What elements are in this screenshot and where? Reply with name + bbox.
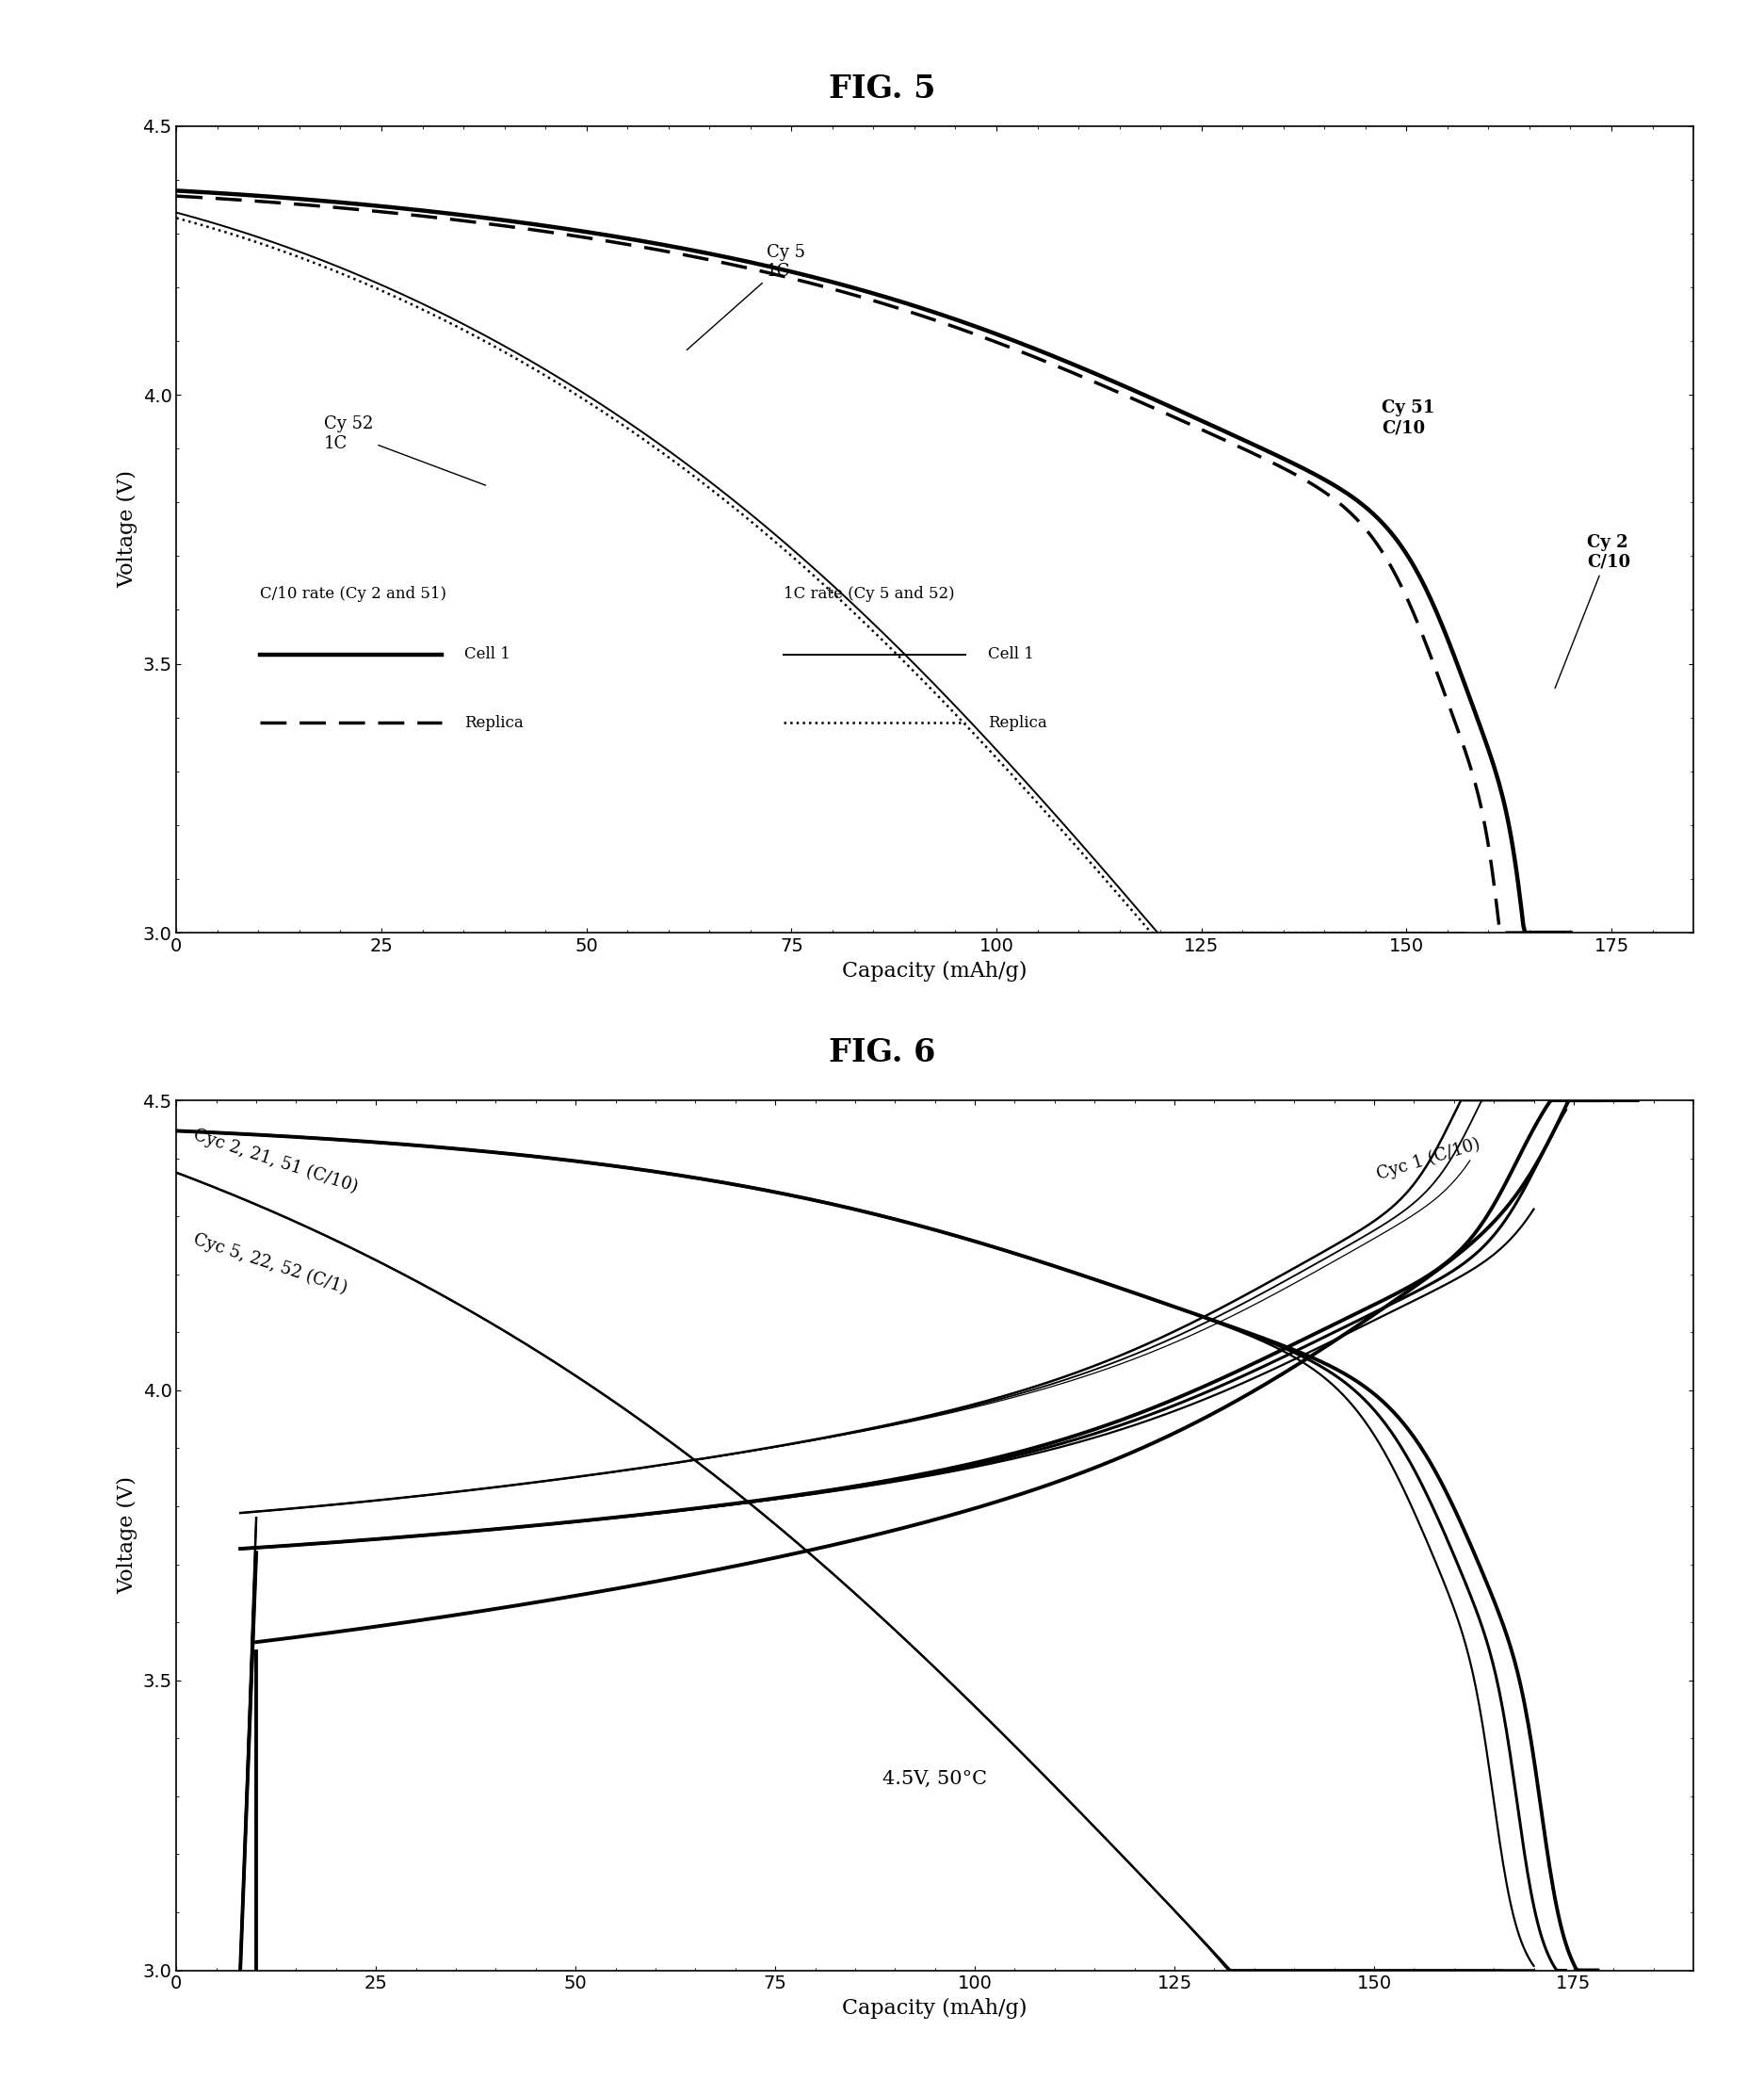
Text: Replica: Replica [988, 715, 1048, 732]
Text: Cy 5
1C: Cy 5 1C [686, 243, 806, 350]
Text: Cell 1: Cell 1 [988, 646, 1034, 662]
Text: C/10 rate (Cy 2 and 51): C/10 rate (Cy 2 and 51) [259, 585, 446, 602]
Text: Cy 52
1C: Cy 52 1C [325, 415, 485, 486]
Text: 4.5V, 50°C: 4.5V, 50°C [882, 1769, 988, 1788]
Text: Cyc 5, 22, 52 (C/1): Cyc 5, 22, 52 (C/1) [192, 1230, 349, 1297]
Text: Cell 1: Cell 1 [464, 646, 510, 662]
Y-axis label: Voltage (V): Voltage (V) [116, 470, 138, 589]
Text: Replica: Replica [464, 715, 524, 732]
Text: Cy 51
C/10: Cy 51 C/10 [1381, 400, 1434, 436]
Text: FIG. 6: FIG. 6 [829, 1038, 935, 1069]
Y-axis label: Voltage (V): Voltage (V) [116, 1476, 138, 1595]
X-axis label: Capacity (mAh/g): Capacity (mAh/g) [843, 1997, 1027, 2018]
Text: 1C rate (Cy 5 and 52): 1C rate (Cy 5 and 52) [783, 585, 954, 602]
Text: Cyc 2, 21, 51 (C/10): Cyc 2, 21, 51 (C/10) [192, 1126, 360, 1197]
X-axis label: Capacity (mAh/g): Capacity (mAh/g) [843, 960, 1027, 981]
Text: FIG. 5: FIG. 5 [829, 73, 935, 105]
Text: Cy 2
C/10: Cy 2 C/10 [1556, 534, 1630, 687]
Text: Cyc 1 (C/10): Cyc 1 (C/10) [1374, 1136, 1482, 1182]
